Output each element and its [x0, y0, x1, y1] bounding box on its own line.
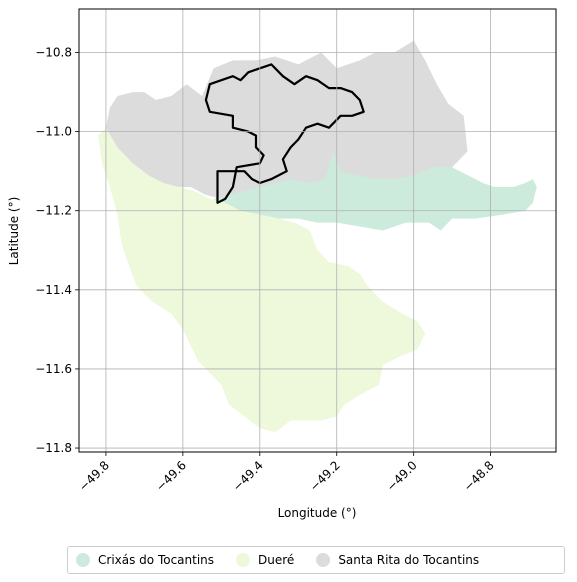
highlight-outline-layer [204, 63, 365, 204]
y-tick-label: −11.0 [35, 125, 72, 139]
y-axis-ticks: −10.8 −11.0 −11.2 −11.4 −11.6 −11.8 [35, 46, 79, 455]
y-tick-label: −10.8 [35, 46, 72, 60]
y-tick-label: −11.6 [35, 362, 72, 376]
plot-frame [78, 8, 557, 453]
legend-label-santa-rita: Santa Rita do Tocantins [338, 553, 480, 567]
legend-label-duere: Dueré [258, 553, 295, 567]
y-tick-label: −11.4 [35, 283, 72, 297]
legend-swatch-santa-rita [316, 553, 331, 567]
legend-swatch-crixas [76, 553, 90, 567]
legend-item-crixas: Crixás do Tocantins [76, 553, 214, 567]
highlighted-municipality-outline [204, 63, 365, 204]
gridlines [79, 9, 556, 452]
map-chart: −49.8 −49.6 −49.4 −49.2 −49.0 −48.8 −10.8−11.… [7, 8, 557, 520]
legend-swatch-duere [236, 553, 251, 567]
y-axis-label: Latitude (°) [7, 197, 21, 266]
legend: Crixás do Tocantins Dueré Santa Rita do … [67, 546, 565, 574]
legend-item-duere: Dueré [236, 553, 294, 567]
y-tick-label: −11.8 [35, 441, 72, 455]
region-duere [98, 127, 426, 433]
legend-label-crixas: Crixás do Tocantins [98, 553, 215, 567]
region-santa-rita-do-tocantins [105, 40, 468, 199]
legend-item-santa-rita: Santa Rita do Tocantins [316, 553, 479, 567]
x-axis-label: Longitude (°) [278, 506, 357, 520]
y-tick-label: −11.2 [35, 204, 72, 218]
